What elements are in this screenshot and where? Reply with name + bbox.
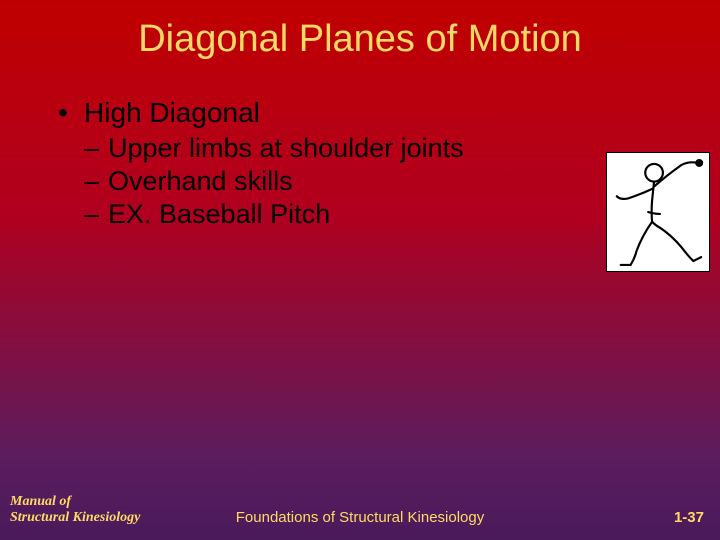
footer-page-number: 1-37 xyxy=(674,509,704,526)
bullet-level-2: Overhand skills xyxy=(108,166,680,197)
bullet-level-2: Upper limbs at shoulder joints xyxy=(108,133,680,164)
slide: Diagonal Planes of Motion High Diagonal … xyxy=(0,0,720,540)
bullet-level-1: High Diagonal xyxy=(84,97,680,129)
pitcher-illustration xyxy=(606,152,710,272)
content-block: High Diagonal Upper limbs at shoulder jo… xyxy=(40,97,680,230)
footer-left-line1: Manual of xyxy=(10,494,140,510)
footer-left: Manual of Structural Kinesiology xyxy=(10,494,140,526)
footer-left-line2: Structural Kinesiology xyxy=(10,510,140,526)
slide-title: Diagonal Planes of Motion xyxy=(40,18,680,61)
footer-center: Foundations of Structural Kinesiology xyxy=(236,509,484,526)
bullet-level-2: EX. Baseball Pitch xyxy=(108,199,680,230)
